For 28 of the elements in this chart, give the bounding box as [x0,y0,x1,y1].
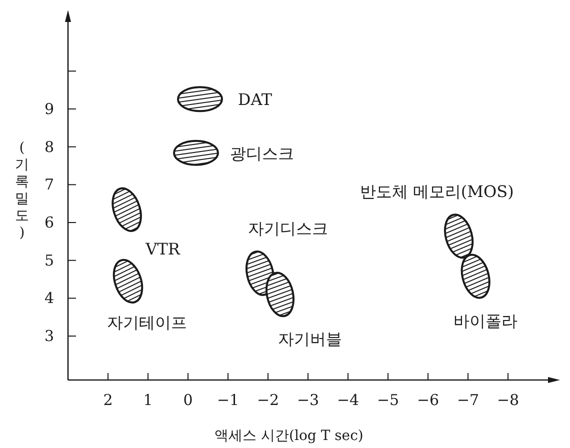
x-tick-label: −8 [496,391,520,409]
y-tick-label: 5 [44,251,54,270]
annotation: VTR [144,240,181,259]
x-tick-label: 0 [183,391,193,409]
ylabel: (기록밀도) [15,140,29,241]
y-tick-label: 4 [44,289,54,308]
y-tick-label: 9 [44,100,54,118]
annotation: 자기테이프 [107,313,187,332]
y-tick-label: 6 [44,214,54,232]
annotation: 광디스크 [230,144,294,163]
x-tick-label: −7 [456,391,480,409]
y-tick-label: 7 [44,176,54,194]
annotation: 자기버블 [278,329,342,348]
x-axis-title: 액세스 시간(log T sec) [214,428,364,444]
x-tick-label: −2 [256,391,280,409]
x-tick-label: −3 [296,391,320,409]
y-tick-label: 8 [44,138,54,156]
x-tick-label: −6 [416,391,440,409]
x-tick-label: 2 [103,391,113,409]
x-tick-label: −5 [376,391,400,409]
y-tick-label: 3 [44,327,54,346]
annotation: 반도체 메모리(MOS) [360,182,514,202]
x-tick-label: −4 [336,391,360,409]
annotation: 자기디스크 [248,219,328,238]
annotation: 바이폴라 [454,311,518,330]
x-tick-label: −1 [216,391,240,409]
annotation: DAT [238,90,272,110]
x-tick-label: 1 [143,391,153,409]
